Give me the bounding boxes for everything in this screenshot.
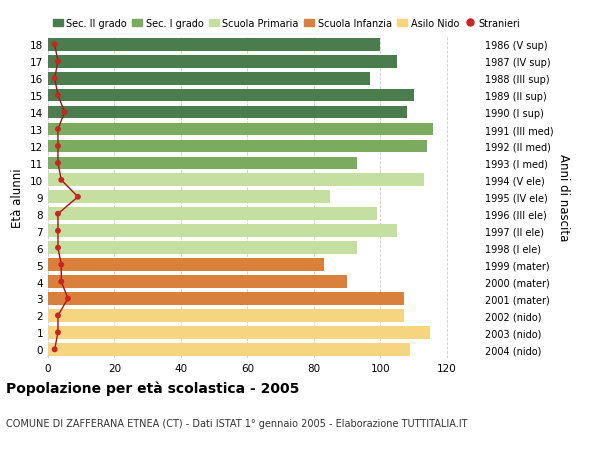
Text: COMUNE DI ZAFFERANA ETNEA (CT) - Dati ISTAT 1° gennaio 2005 - Elaborazione TUTTI: COMUNE DI ZAFFERANA ETNEA (CT) - Dati IS… xyxy=(6,418,467,428)
Bar xyxy=(48,157,357,170)
Bar xyxy=(48,326,430,339)
Bar xyxy=(48,140,427,153)
Bar xyxy=(48,208,377,221)
Bar xyxy=(48,191,331,204)
Text: Popolazione per età scolastica - 2005: Popolazione per età scolastica - 2005 xyxy=(6,381,299,396)
Bar xyxy=(48,225,397,237)
Point xyxy=(53,143,63,150)
Point xyxy=(50,346,59,353)
Point xyxy=(53,160,63,167)
Bar xyxy=(48,292,404,305)
Point xyxy=(53,58,63,66)
Point xyxy=(73,194,83,201)
Y-axis label: Età alunni: Età alunni xyxy=(11,168,25,227)
Bar xyxy=(48,275,347,288)
Point xyxy=(60,109,70,117)
Bar xyxy=(48,56,397,68)
Point xyxy=(53,228,63,235)
Bar xyxy=(48,343,410,356)
Point xyxy=(53,329,63,336)
Point xyxy=(53,312,63,319)
Point xyxy=(50,41,59,49)
Point xyxy=(56,278,66,285)
Point xyxy=(53,245,63,252)
Point xyxy=(53,126,63,134)
Point xyxy=(53,211,63,218)
Point xyxy=(63,295,73,302)
Point xyxy=(56,177,66,184)
Bar xyxy=(48,259,324,271)
Bar xyxy=(48,39,380,51)
Point xyxy=(56,261,66,269)
Bar xyxy=(48,106,407,119)
Point xyxy=(50,75,59,83)
Y-axis label: Anni di nascita: Anni di nascita xyxy=(557,154,570,241)
Bar xyxy=(48,90,413,102)
Bar xyxy=(48,174,424,187)
Bar xyxy=(48,73,370,85)
Bar xyxy=(48,309,404,322)
Bar xyxy=(48,123,433,136)
Bar xyxy=(48,242,357,254)
Point xyxy=(53,92,63,100)
Legend: Sec. II grado, Sec. I grado, Scuola Primaria, Scuola Infanzia, Asilo Nido, Stran: Sec. II grado, Sec. I grado, Scuola Prim… xyxy=(53,19,520,28)
